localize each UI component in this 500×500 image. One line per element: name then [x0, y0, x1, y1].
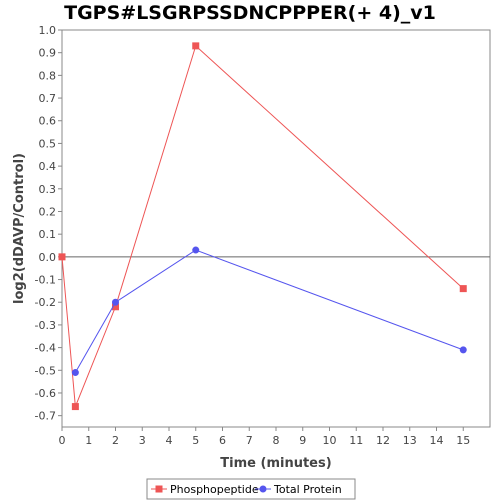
- y-tick-label: 0.4: [39, 160, 57, 173]
- data-point-square: [58, 253, 66, 261]
- x-axis: 0 1 2 3 4 5 6 7 8 9 10 11 12 13 14 15: [59, 427, 470, 447]
- x-tick-label: 7: [246, 434, 253, 447]
- y-tick-label: -0.3: [35, 319, 56, 332]
- y-tick-label: 1.0: [39, 24, 57, 37]
- x-tick-label: 4: [166, 434, 173, 447]
- x-tick-label: 11: [349, 434, 363, 447]
- y-axis: 1.0 0.9 0.8 0.7 0.6 0.5 0.4 0.3 0.2 0.1 0.0 -0.1 -0.…: [35, 24, 62, 423]
- y-tick-label: 0.9: [39, 47, 57, 60]
- chart-title: TGPS#LSGRPSSDNCPPPER(+ 4)_v1: [64, 2, 436, 24]
- data-point-square: [192, 42, 200, 50]
- y-tick-label: 0.3: [39, 183, 57, 196]
- x-tick-label: 0: [59, 434, 66, 447]
- y-tick-label: 0.8: [39, 69, 57, 82]
- plot-area: [61, 29, 491, 428]
- x-tick-label: 13: [403, 434, 417, 447]
- x-tick-label: 9: [299, 434, 306, 447]
- x-tick-label: 10: [323, 434, 337, 447]
- data-point-circle: [112, 298, 119, 306]
- y-tick-label: -0.1: [35, 274, 56, 287]
- x-tick-label: 15: [456, 434, 470, 447]
- x-tick-label: 14: [430, 434, 444, 447]
- y-tick-label: -0.2: [35, 296, 56, 309]
- y-tick-label: -0.7: [35, 410, 56, 423]
- x-tick-label: 1: [85, 434, 92, 447]
- x-tick-label: 2: [112, 434, 119, 447]
- legend-circle-marker: [259, 485, 267, 493]
- legend-label: Total Protein: [273, 483, 342, 496]
- x-tick-label: 5: [192, 434, 199, 447]
- data-point-square: [112, 303, 119, 311]
- y-tick-label: 0.7: [39, 92, 57, 105]
- y-tick-label: 0.6: [39, 115, 57, 128]
- series-line: [61, 44, 464, 407]
- data-point-circle: [192, 246, 200, 254]
- x-tick-label: 8: [273, 434, 280, 447]
- x-axis-title: Time (minutes): [220, 456, 331, 471]
- y-tick-label: 0.2: [39, 205, 57, 218]
- series-group: [58, 42, 467, 411]
- legend: Phosphopeptide Total Protein: [146, 478, 356, 500]
- y-tick-label: 0.0: [39, 251, 57, 264]
- legend-square-marker: [155, 485, 163, 493]
- data-point-circle: [459, 346, 467, 354]
- x-tick-label: 3: [139, 434, 146, 447]
- series-total-protein: [71, 246, 467, 377]
- y-axis-title: log2(dDAVP/Control): [12, 153, 27, 304]
- data-point-square: [459, 285, 467, 293]
- legend-box: [146, 478, 356, 500]
- data-point-square: [71, 403, 79, 411]
- series-line: [74, 249, 464, 373]
- x-tick-label: 12: [376, 434, 390, 447]
- y-tick-label: -0.4: [35, 342, 56, 355]
- y-tick-label: -0.5: [35, 364, 56, 377]
- legend-label: Phosphopeptide: [170, 483, 259, 496]
- data-point-circle: [71, 369, 79, 377]
- y-tick-label: 0.5: [39, 137, 57, 150]
- series-phosphopeptide: [58, 42, 467, 411]
- x-tick-label: 6: [219, 434, 226, 447]
- y-tick-label: 0.1: [39, 228, 57, 241]
- y-tick-label: -0.6: [35, 387, 56, 400]
